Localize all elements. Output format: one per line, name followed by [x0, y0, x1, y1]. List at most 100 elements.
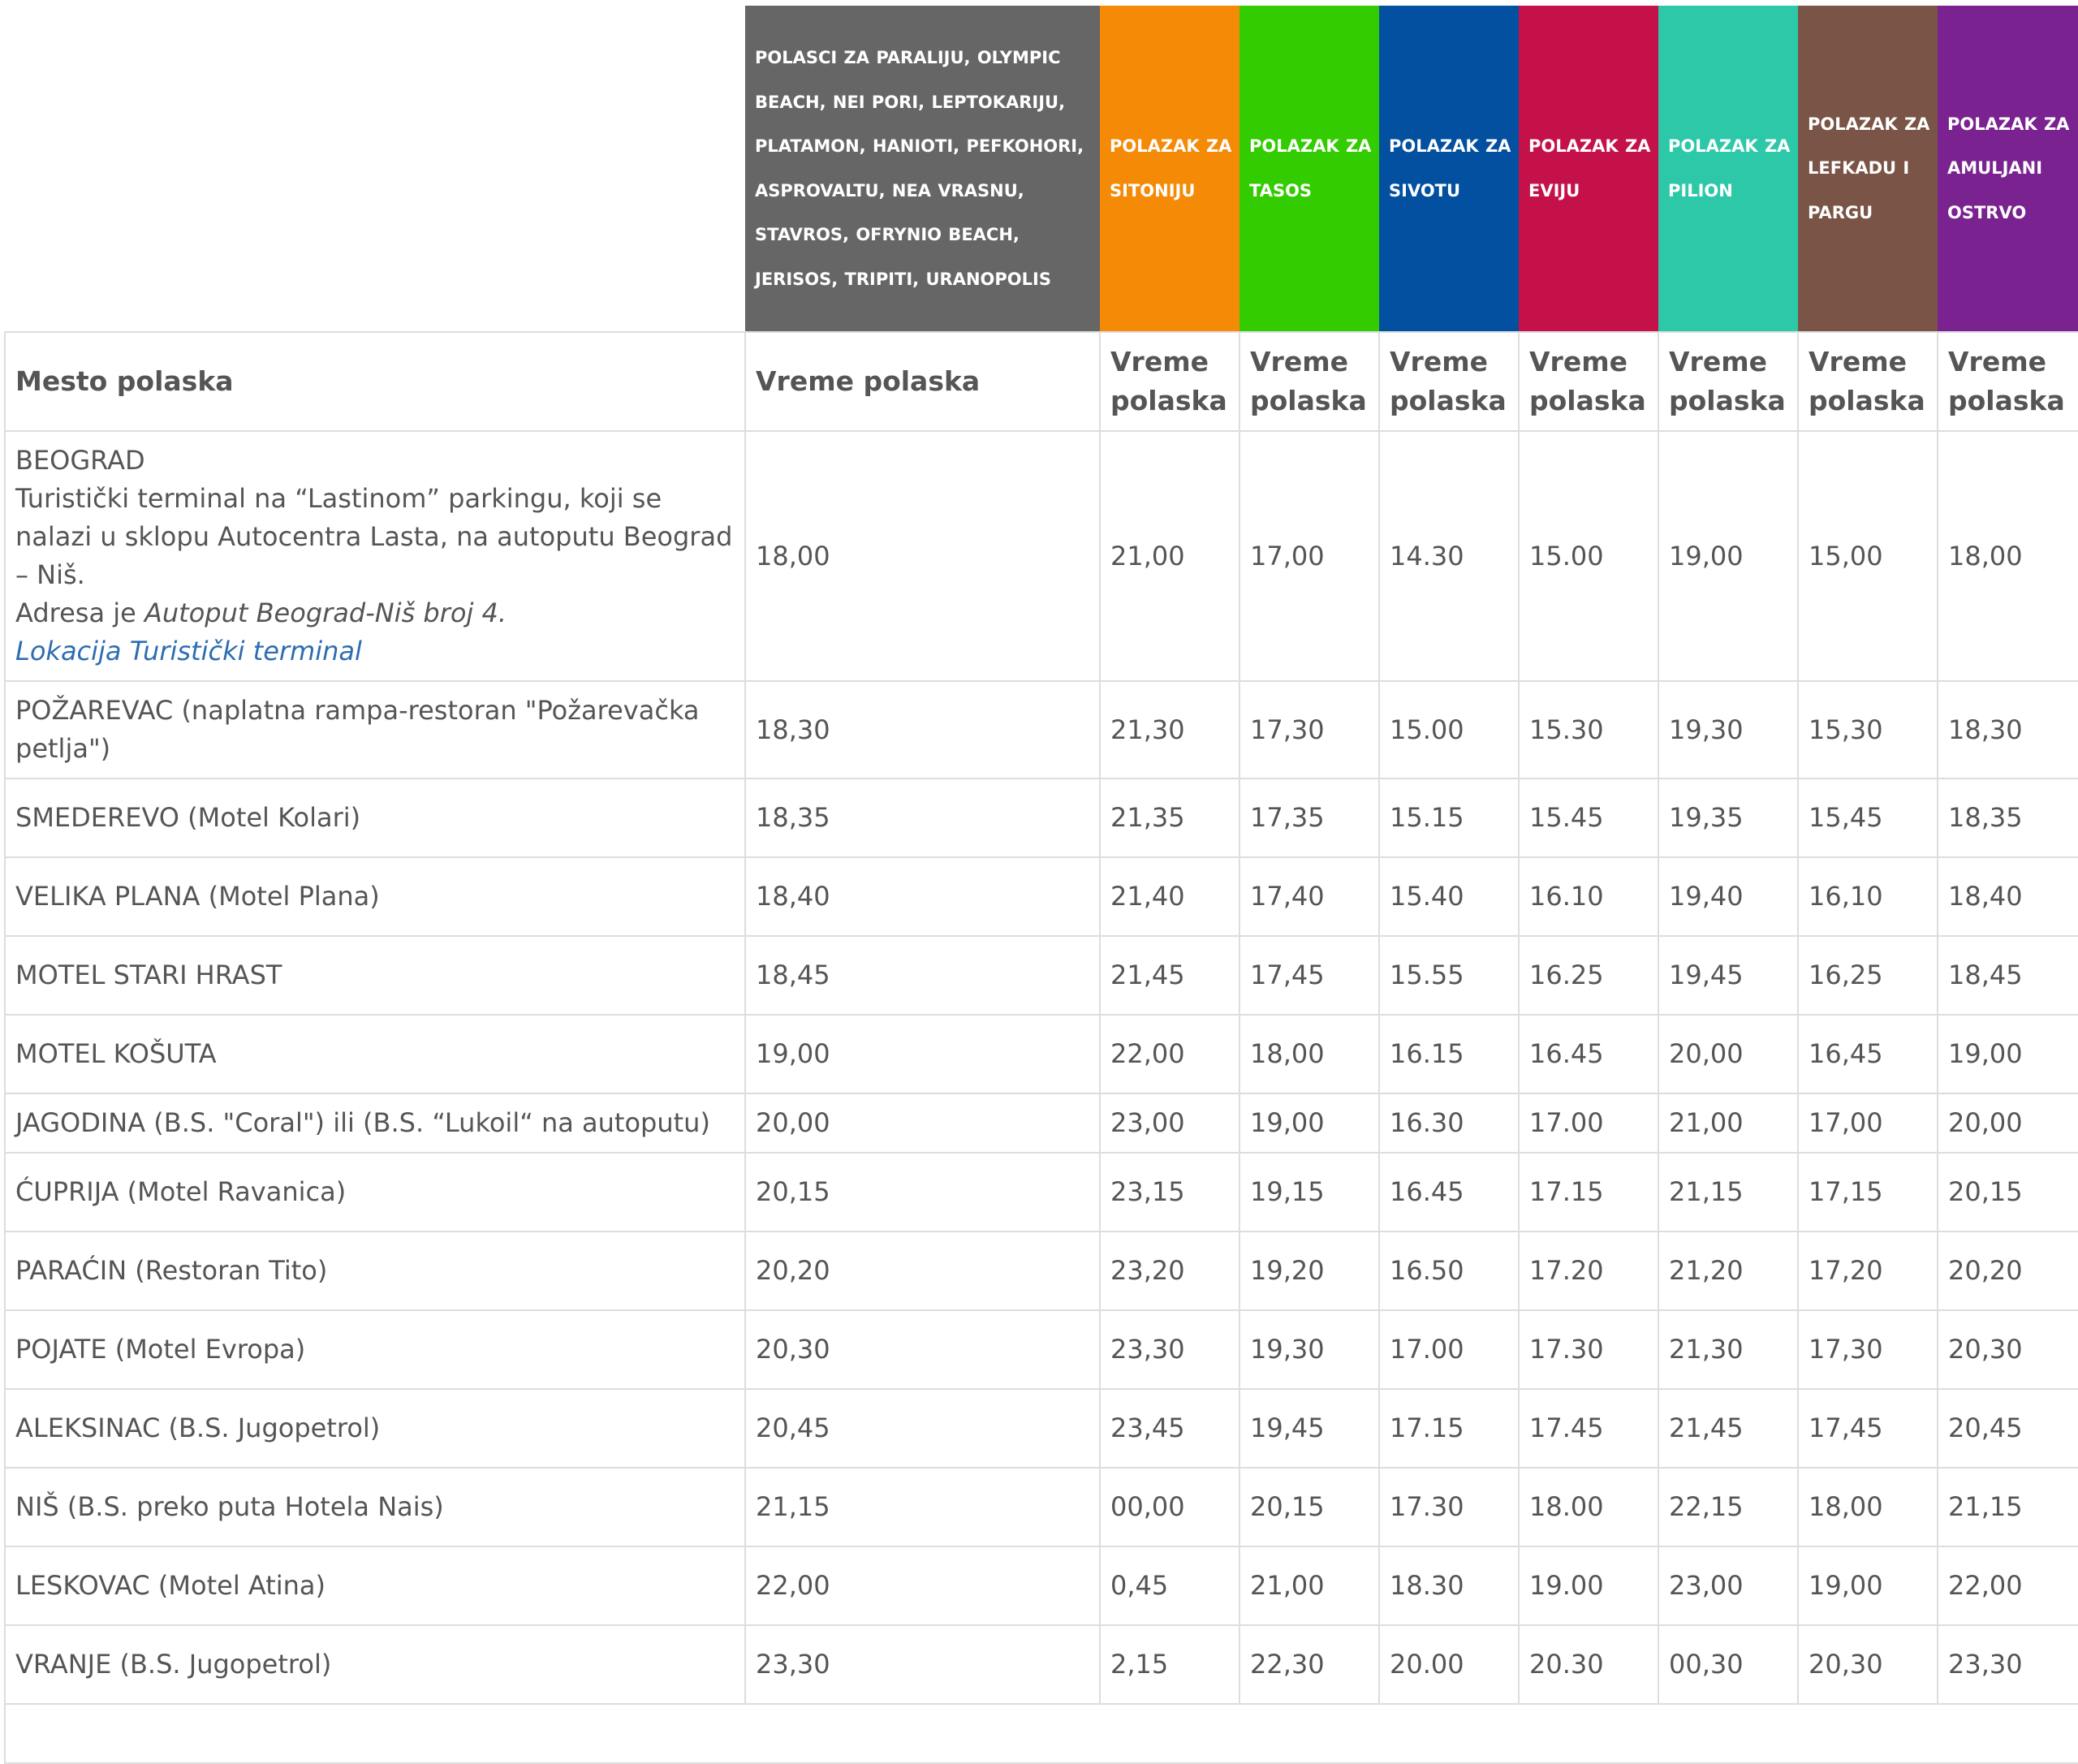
table-row: VRANJE (B.S. Jugopetrol) 23,30 2,15 22,30 20… [4, 1624, 2078, 1705]
table-row: ĆUPRIJA (Motel Ravanica) 20,15 23,15 19,15 1… [4, 1152, 2078, 1232]
departure-time: 20.30 [1518, 1624, 1659, 1705]
destination-header: POLAZAK ZA TASOS [1239, 6, 1379, 332]
departure-time: 19,20 [1239, 1231, 1380, 1311]
departure-time: 20,30 [744, 1309, 1101, 1390]
departure-place: LESKOVAC (Motel Atina) [4, 1546, 746, 1626]
departure-time: 15,45 [1797, 778, 1938, 858]
departure-time: 23,30 [1937, 1624, 2078, 1705]
departure-time: 19,00 [1658, 430, 1799, 682]
departure-time: 15.40 [1378, 856, 1520, 937]
time-column-header: Vreme polaska [1518, 331, 1659, 432]
departure-time: 17.00 [1378, 1309, 1520, 1390]
time-column-header: Vreme polaska [1937, 331, 2078, 432]
departure-time: 17.30 [1518, 1309, 1659, 1390]
departure-time: 18,00 [1937, 430, 2078, 682]
departure-time: 15,00 [1797, 430, 1938, 682]
departure-time: 18,00 [1797, 1467, 1938, 1547]
destination-header: POLAZAK ZA EVIJU [1519, 6, 1658, 332]
departure-time: 18.30 [1378, 1546, 1520, 1626]
table-row: SMEDEREVO (Motel Kolari) 18,35 21,35 17,35 1… [4, 778, 2078, 858]
table-row: LESKOVAC (Motel Atina) 22,00 0,45 21,00 18.3… [4, 1546, 2078, 1626]
departure-time: 20,30 [1937, 1309, 2078, 1390]
departure-time: 20,20 [1937, 1231, 2078, 1311]
departure-time: 16,10 [1797, 856, 1938, 937]
table-row: VELIKA PLANA (Motel Plana) 18,40 21,40 17,4… [4, 856, 2078, 937]
table-row: MOTEL STARI HRAST 18,45 21,45 17,45 15.55 16.… [4, 935, 2078, 1016]
departure-time: 16.50 [1378, 1231, 1520, 1311]
departure-time: 20.00 [1378, 1624, 1520, 1705]
table-row: MOTEL KOŠUTA 19,00 22,00 18,00 16.15 16.45 20,… [4, 1014, 2078, 1094]
departure-time: 19,00 [744, 1014, 1101, 1094]
time-column-header: Vreme polaska [1658, 331, 1799, 432]
departure-time: 15.00 [1378, 680, 1520, 779]
departure-time: 16.45 [1518, 1014, 1659, 1094]
departure-time: 19,40 [1658, 856, 1799, 937]
departure-place: POJATE (Motel Evropa) [4, 1309, 746, 1390]
table-row: PARAĆIN (Restoran Tito) 20,20 23,20 19,20 16… [4, 1231, 2078, 1311]
terminal-location-link[interactable]: Lokacija Turistički terminal [15, 636, 362, 666]
destination-header: POLAZAK ZA AMULJANI OSTRVO [1938, 6, 2078, 332]
departure-time: 15.55 [1378, 935, 1520, 1016]
departure-time: 18,30 [744, 680, 1101, 779]
departure-time: 20,45 [1937, 1388, 2078, 1469]
departure-time: 21,35 [1099, 778, 1240, 858]
time-column-header: Vreme polaska [744, 331, 1101, 432]
departure-time: 17,00 [1239, 430, 1380, 682]
departure-time: 20,00 [1937, 1093, 2078, 1154]
departure-time: 17,30 [1797, 1309, 1938, 1390]
departure-time: 16.45 [1378, 1152, 1520, 1232]
departure-time: 21,20 [1658, 1231, 1799, 1311]
time-column-header: Vreme polaska [1099, 331, 1240, 432]
departure-place: MOTEL STARI HRAST [4, 935, 746, 1016]
departure-place: VELIKA PLANA (Motel Plana) [4, 856, 746, 937]
destination-header: POLAZAK ZA PILION [1658, 6, 1798, 332]
departure-time: 23,15 [1099, 1152, 1240, 1232]
departure-place: PARAĆIN (Restoran Tito) [4, 1231, 746, 1311]
departure-time: 20,15 [1239, 1467, 1380, 1547]
departure-time: 19.00 [1518, 1546, 1659, 1626]
departure-time: 19,30 [1658, 680, 1799, 779]
departure-time: 21,15 [1658, 1152, 1799, 1232]
departure-time: 00,30 [1658, 1624, 1799, 1705]
departure-time: 22,30 [1239, 1624, 1380, 1705]
departure-time: 20,30 [1797, 1624, 1938, 1705]
departure-time: 21,00 [1658, 1093, 1799, 1154]
departure-time: 16.25 [1518, 935, 1659, 1016]
departure-time: 19,45 [1658, 935, 1799, 1016]
departure-time: 17.00 [1518, 1093, 1659, 1154]
departure-time: 21,15 [1937, 1467, 2078, 1547]
departure-place: SMEDEREVO (Motel Kolari) [4, 778, 746, 858]
table-row: JAGODINA (B.S. "Coral") ili (B.S. “Lukoi… [4, 1093, 2078, 1154]
departure-time: 19,00 [1797, 1546, 1938, 1626]
departure-time: 17,35 [1239, 778, 1380, 858]
departure-timetable: POLASCI ZA PARALIJU, OLYMPIC BEACH, NEI … [4, 6, 2078, 1764]
departure-time: 17,45 [1239, 935, 1380, 1016]
departure-time: 17,30 [1239, 680, 1380, 779]
departure-time: 20,15 [744, 1152, 1101, 1232]
departure-place: BEOGRAD Turistički terminal na “Lastinom… [4, 430, 746, 682]
departure-time: 22,15 [1658, 1467, 1799, 1547]
departure-time: 17,20 [1797, 1231, 1938, 1311]
departure-time: 23,00 [1099, 1093, 1240, 1154]
departure-time: 21,00 [1239, 1546, 1380, 1626]
departure-time: 15,30 [1797, 680, 1938, 779]
departure-time: 19,45 [1239, 1388, 1380, 1469]
departure-time: 17,15 [1797, 1152, 1938, 1232]
departure-time: 20,20 [744, 1231, 1101, 1311]
departure-time: 23,20 [1099, 1231, 1240, 1311]
departure-time: 15.15 [1378, 778, 1520, 858]
departure-place: JAGODINA (B.S. "Coral") ili (B.S. “Lukoi… [4, 1093, 746, 1154]
departure-time: 21,30 [1099, 680, 1240, 779]
destination-header: POLAZAK ZA LEFKADU I PARGU [1798, 6, 1938, 332]
departure-time: 19,15 [1239, 1152, 1380, 1232]
destination-header-row: POLASCI ZA PARALIJU, OLYMPIC BEACH, NEI … [5, 6, 2078, 332]
departure-time: 17.20 [1518, 1231, 1659, 1311]
departure-time: 16,45 [1797, 1014, 1938, 1094]
destination-header: POLAZAK ZA SITONIJU [1100, 6, 1239, 332]
table-row: POJATE (Motel Evropa) 20,30 23,30 19,30 17.0… [4, 1309, 2078, 1390]
table-row: POŽAREVAC (naplatna rampa-restoran "Poža… [4, 680, 2078, 779]
departure-time: 21,15 [744, 1467, 1101, 1547]
departure-place: MOTEL KOŠUTA [4, 1014, 746, 1094]
empty-row [4, 1703, 2078, 1764]
departure-time: 18,40 [744, 856, 1101, 937]
